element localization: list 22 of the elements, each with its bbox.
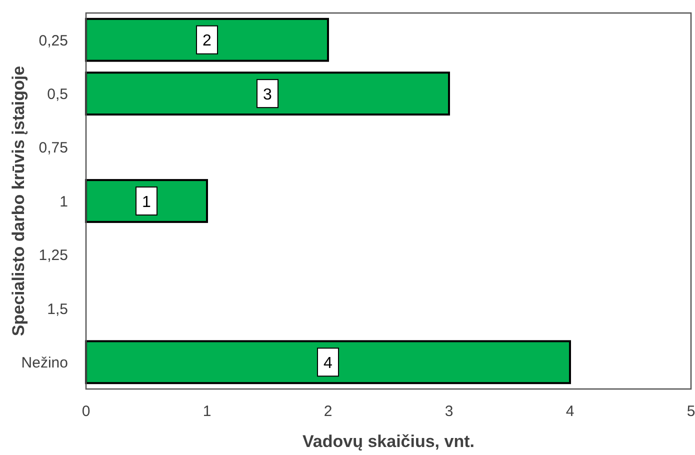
y-tick-label: 1 — [60, 193, 68, 210]
x-tick-label: 3 — [444, 403, 454, 420]
y-axis-title: Specialisto darbo krūvis įstaigoje — [9, 66, 28, 336]
bar — [85, 72, 450, 116]
x-axis-title: Vadovų skaičius, vnt. — [302, 432, 474, 451]
y-tick-label: 0,25 — [38, 32, 68, 50]
x-tick-label: 4 — [566, 403, 574, 420]
x-tick-label: 5 — [686, 403, 695, 420]
y-tick-label: 0,75 — [38, 140, 68, 157]
x-tick-label: 0 — [82, 403, 90, 420]
y-tick-label: 1,25 — [38, 247, 68, 264]
y-tick-label: 0,5 — [47, 86, 68, 103]
data-label: 3 — [263, 86, 272, 104]
y-tick-label: Nežino — [21, 354, 68, 372]
data-label: 1 — [142, 194, 152, 211]
y-tick-label: 1,5 — [47, 300, 68, 318]
x-tick-label: 1 — [202, 403, 212, 420]
bar — [85, 18, 329, 62]
bar — [85, 340, 571, 384]
data-label: 4 — [324, 354, 333, 372]
data-label: 2 — [202, 32, 212, 50]
x-tick-label: 2 — [324, 403, 332, 420]
